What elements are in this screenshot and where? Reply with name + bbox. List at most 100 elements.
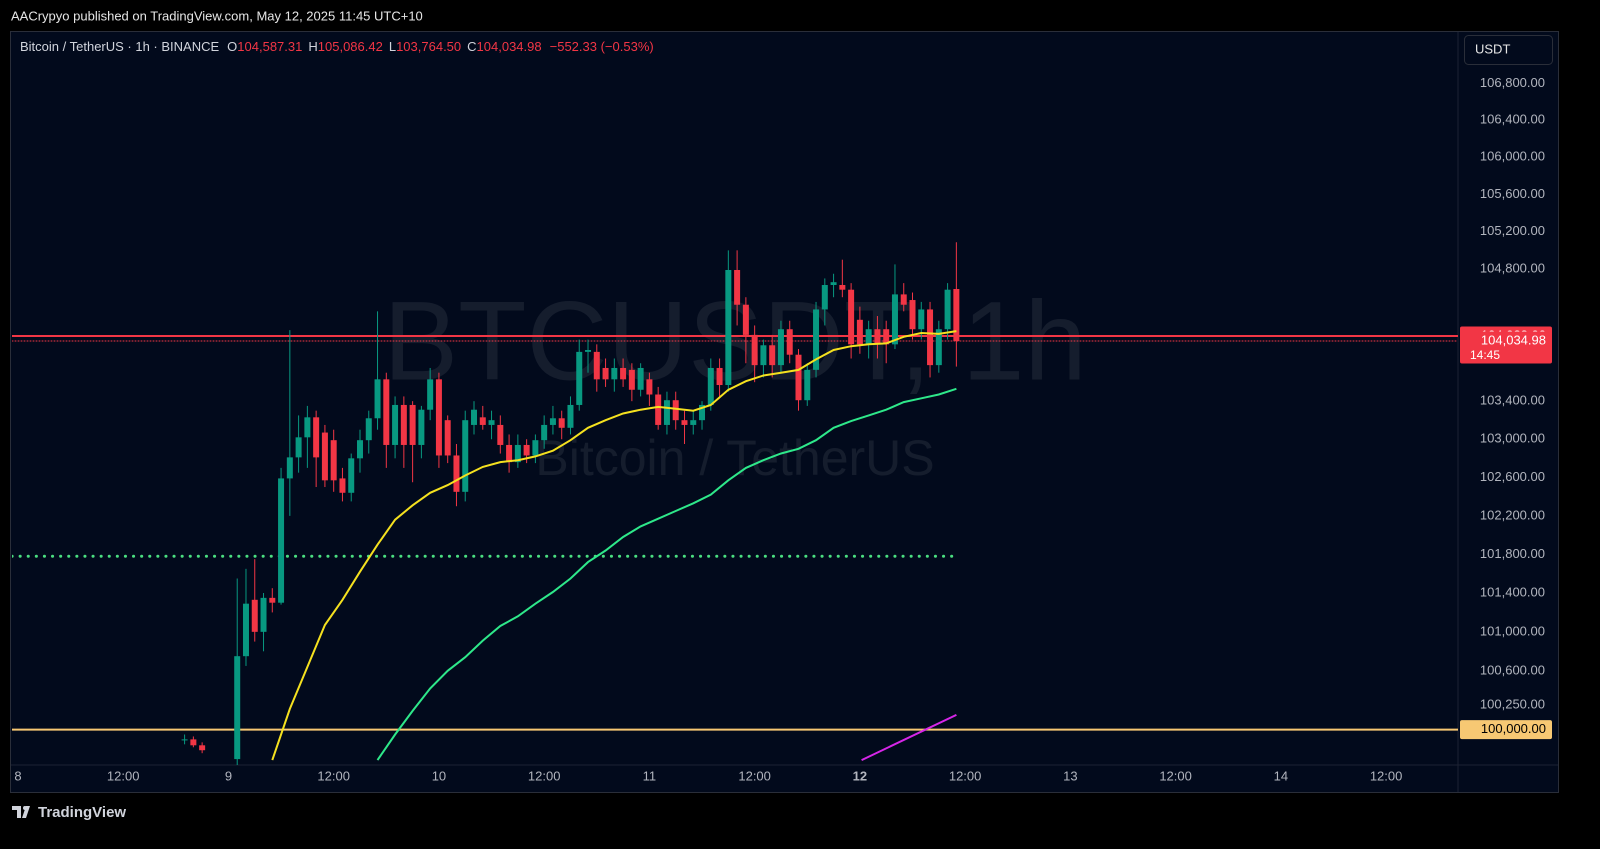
candle-body — [585, 349, 592, 352]
candle-body — [707, 367, 714, 405]
x-tick-label: 14 — [1274, 768, 1288, 783]
y-tick-label: 105,600.00 — [1480, 186, 1545, 201]
candle-body — [637, 367, 644, 390]
candle-body — [751, 334, 758, 366]
candle-body — [918, 309, 925, 330]
y-tick-label: 103,400.00 — [1480, 393, 1545, 408]
candle-body — [479, 417, 486, 425]
candle-body — [356, 440, 363, 459]
candle-body — [251, 599, 258, 632]
candle-body — [471, 409, 478, 425]
y-tick-label: 102,200.00 — [1480, 507, 1545, 522]
candle-body — [234, 656, 241, 760]
candle-body — [453, 455, 460, 492]
candle-body — [909, 300, 916, 330]
candle-body — [348, 458, 355, 493]
candle-body — [409, 404, 416, 445]
candle-body — [953, 289, 960, 342]
candle-body — [742, 304, 749, 335]
candle-body — [444, 420, 451, 456]
change: −552.33 (−0.53%) — [550, 39, 654, 54]
candle-body — [663, 400, 670, 425]
x-tick-label: 13 — [1063, 768, 1077, 783]
x-tick-label: 12:00 — [738, 768, 771, 783]
candle-body — [523, 444, 530, 456]
x-tick-label: 12:00 — [528, 768, 561, 783]
ohlc-value: 105,086.42 — [318, 39, 383, 54]
candle-body — [199, 745, 206, 751]
candle-body — [462, 420, 469, 492]
x-tick-label: 12:00 — [949, 768, 982, 783]
candle-body — [576, 351, 583, 405]
candle-body — [532, 440, 539, 456]
candle-body — [620, 367, 627, 380]
candle-body — [488, 420, 495, 425]
ohlc-key: C — [467, 39, 476, 54]
candle-body — [935, 329, 942, 366]
candle-body — [339, 478, 346, 493]
candle-body — [839, 285, 846, 290]
candle-body — [549, 418, 556, 425]
ohlc-key: L — [389, 39, 396, 54]
candle-body — [567, 404, 574, 428]
candle-body — [883, 329, 890, 345]
candle-body — [874, 329, 881, 345]
candle-body — [321, 432, 328, 481]
x-tick-label: 12:00 — [1159, 768, 1192, 783]
candle-body — [383, 379, 390, 445]
price-label-bg — [1460, 720, 1552, 740]
candle-body — [435, 379, 442, 456]
candle-body — [900, 294, 907, 305]
candle-body — [628, 369, 635, 390]
candle-body — [400, 404, 407, 445]
price-label: 104,034.98 — [1481, 332, 1546, 347]
candle-body — [269, 597, 276, 603]
candle-body — [260, 597, 267, 632]
y-tick-label: 101,400.00 — [1480, 584, 1545, 599]
logo-dot — [23, 806, 27, 810]
x-tick-label: 11 — [643, 768, 657, 783]
candle-body — [295, 437, 302, 458]
currency-label[interactable]: USDT — [1475, 41, 1510, 56]
candle-body — [760, 345, 767, 366]
candle-body — [330, 440, 337, 481]
candle-body — [681, 420, 688, 425]
candle-body — [716, 367, 723, 386]
candle-body — [602, 367, 609, 380]
y-tick-label: 106,000.00 — [1480, 149, 1545, 164]
ohlc-key: O — [227, 39, 237, 54]
y-tick-label: 105,200.00 — [1480, 223, 1545, 238]
candle-body — [891, 294, 898, 345]
price-label: 100,000.00 — [1481, 721, 1546, 736]
candle-body — [286, 457, 293, 479]
x-tick-label: 8 — [14, 768, 21, 783]
candle-body — [856, 319, 863, 345]
candle-body — [365, 418, 372, 441]
candle-body — [672, 400, 679, 421]
y-tick-label: 101,800.00 — [1480, 546, 1545, 561]
candle-body — [795, 354, 802, 401]
indicator-line — [376, 387, 957, 761]
logo — [12, 806, 30, 818]
candle-body — [769, 345, 776, 366]
ohlc-value: 104,034.98 — [477, 39, 542, 54]
candle-body — [821, 285, 828, 310]
symbol: Bitcoin / TetherUS · 1h · BINANCE — [20, 39, 219, 54]
candle-body — [278, 478, 285, 603]
candle-body — [497, 424, 504, 445]
currency-button[interactable] — [1464, 35, 1553, 65]
candle-body — [242, 603, 249, 657]
published-line: AACrypyo published on TradingView.com, M… — [11, 8, 423, 23]
candle-body — [786, 329, 793, 355]
candle-body — [944, 289, 951, 330]
y-tick-label: 102,600.00 — [1480, 469, 1545, 484]
watermark-sub: Bitcoin / TetherUS — [535, 430, 934, 486]
candle-body — [541, 424, 548, 441]
candle-body — [725, 269, 732, 386]
x-tick-label: 12:00 — [317, 768, 350, 783]
y-tick-label: 104,800.00 — [1480, 260, 1545, 275]
candle-body — [392, 404, 399, 445]
candle-body — [427, 379, 434, 410]
y-tick-label: 100,600.00 — [1480, 662, 1545, 677]
